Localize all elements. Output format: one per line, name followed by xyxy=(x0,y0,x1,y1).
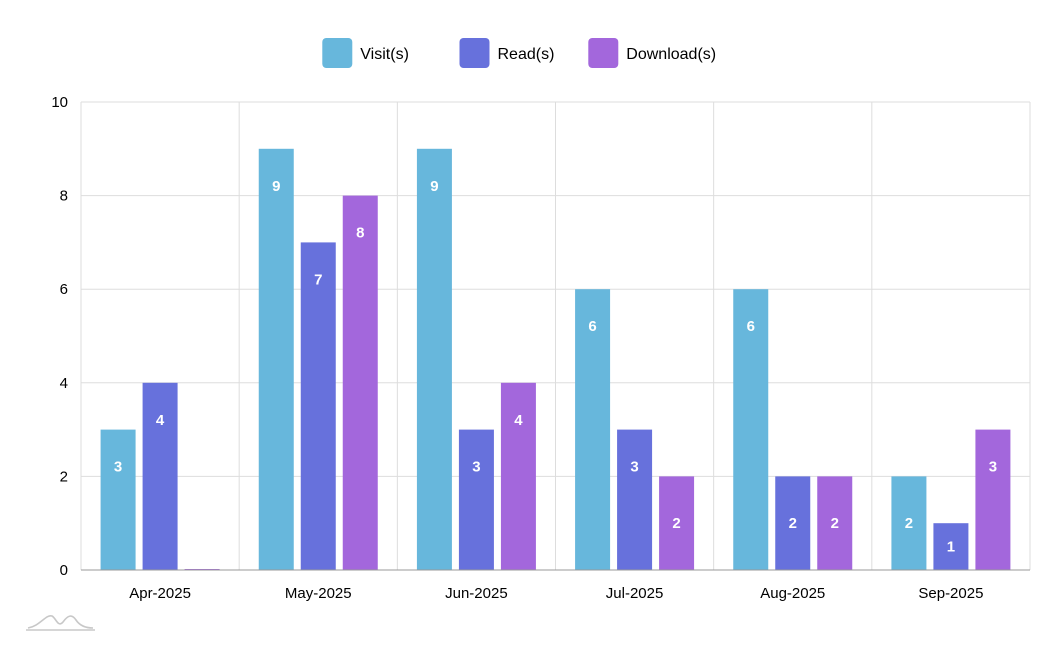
bar[interactable] xyxy=(733,289,769,570)
bar[interactable] xyxy=(659,476,695,570)
y-axis: 0 2 4 6 8 10 xyxy=(51,94,68,579)
bar-value-label: 1 xyxy=(947,539,955,556)
bar-value-label: 4 xyxy=(156,412,165,429)
bar-value-label: 2 xyxy=(831,515,839,532)
bar-value-label: 4 xyxy=(514,412,523,429)
bar-value-label: 2 xyxy=(789,515,797,532)
bar[interactable] xyxy=(300,242,336,570)
y-tick-label: 8 xyxy=(60,188,68,205)
legend-label[interactable]: Download(s) xyxy=(626,46,716,63)
bar-value-label: 3 xyxy=(630,459,638,476)
bar[interactable] xyxy=(500,382,536,570)
bar[interactable] xyxy=(100,429,136,570)
legend-item[interactable]: Read(s) xyxy=(459,38,555,68)
bar-value-label: 3 xyxy=(114,459,122,476)
x-tick-label: Sep-2025 xyxy=(918,585,983,602)
bar-value-label: 3 xyxy=(989,459,997,476)
amcharts-logo-icon xyxy=(26,615,95,631)
y-tick-label: 0 xyxy=(60,562,68,579)
bar[interactable] xyxy=(891,476,927,570)
bar[interactable] xyxy=(342,195,378,570)
chart-legend[interactable]: Visit(s) Read(s) Download(s) xyxy=(322,38,716,68)
x-tick-label: May-2025 xyxy=(285,585,352,602)
y-tick-label: 6 xyxy=(60,281,68,298)
bar-value-label: 2 xyxy=(905,515,913,532)
bar[interactable] xyxy=(258,148,294,571)
x-tick-label: Aug-2025 xyxy=(760,585,825,602)
bar-value-label: 8 xyxy=(356,225,364,242)
series-downloads: 8 4 2 2 3 xyxy=(184,195,1011,570)
bar[interactable] xyxy=(416,148,452,571)
legend-label[interactable]: Read(s) xyxy=(498,46,555,63)
y-tick-label: 2 xyxy=(60,468,68,485)
bar-value-label: 6 xyxy=(588,318,596,335)
y-tick-label: 10 xyxy=(51,94,68,111)
x-tick-label: Jun-2025 xyxy=(445,585,508,602)
bar-value-label: 3 xyxy=(472,459,480,476)
bar[interactable] xyxy=(458,429,494,570)
legend-swatch[interactable] xyxy=(588,38,619,68)
series-reads: 4 7 3 3 2 1 xyxy=(142,242,969,570)
bar[interactable] xyxy=(575,289,611,570)
bar[interactable] xyxy=(775,476,811,570)
bar[interactable] xyxy=(933,523,969,570)
bar-value-label: 6 xyxy=(747,318,755,335)
legend-swatch[interactable] xyxy=(322,38,353,68)
bar-value-label: 9 xyxy=(430,178,438,195)
legend-item[interactable]: Visit(s) xyxy=(322,38,409,68)
bar[interactable] xyxy=(975,429,1011,570)
bar-value-label: 9 xyxy=(272,178,280,195)
chart-grid xyxy=(80,101,1031,571)
bar-value-label: 2 xyxy=(672,515,680,532)
x-tick-label: Jul-2025 xyxy=(606,585,664,602)
x-axis: Apr-2025 May-2025 Jun-2025 Jul-2025 Aug-2025… xyxy=(81,569,1030,602)
bar-value-label: 7 xyxy=(314,271,322,288)
x-tick-label: Apr-2025 xyxy=(129,585,191,602)
series-visits: 3 9 9 6 6 2 xyxy=(100,148,927,571)
legend-label[interactable]: Visit(s) xyxy=(360,46,409,63)
legend-swatch[interactable] xyxy=(459,38,490,68)
y-tick-label: 4 xyxy=(60,375,68,392)
bar[interactable] xyxy=(142,382,178,570)
bar[interactable] xyxy=(617,429,653,570)
bar[interactable] xyxy=(817,476,853,570)
bar-series-group: 3 9 9 6 6 2 4 7 3 3 2 1 8 4 2 2 3 xyxy=(100,148,1011,571)
legend-item[interactable]: Download(s) xyxy=(588,38,716,68)
